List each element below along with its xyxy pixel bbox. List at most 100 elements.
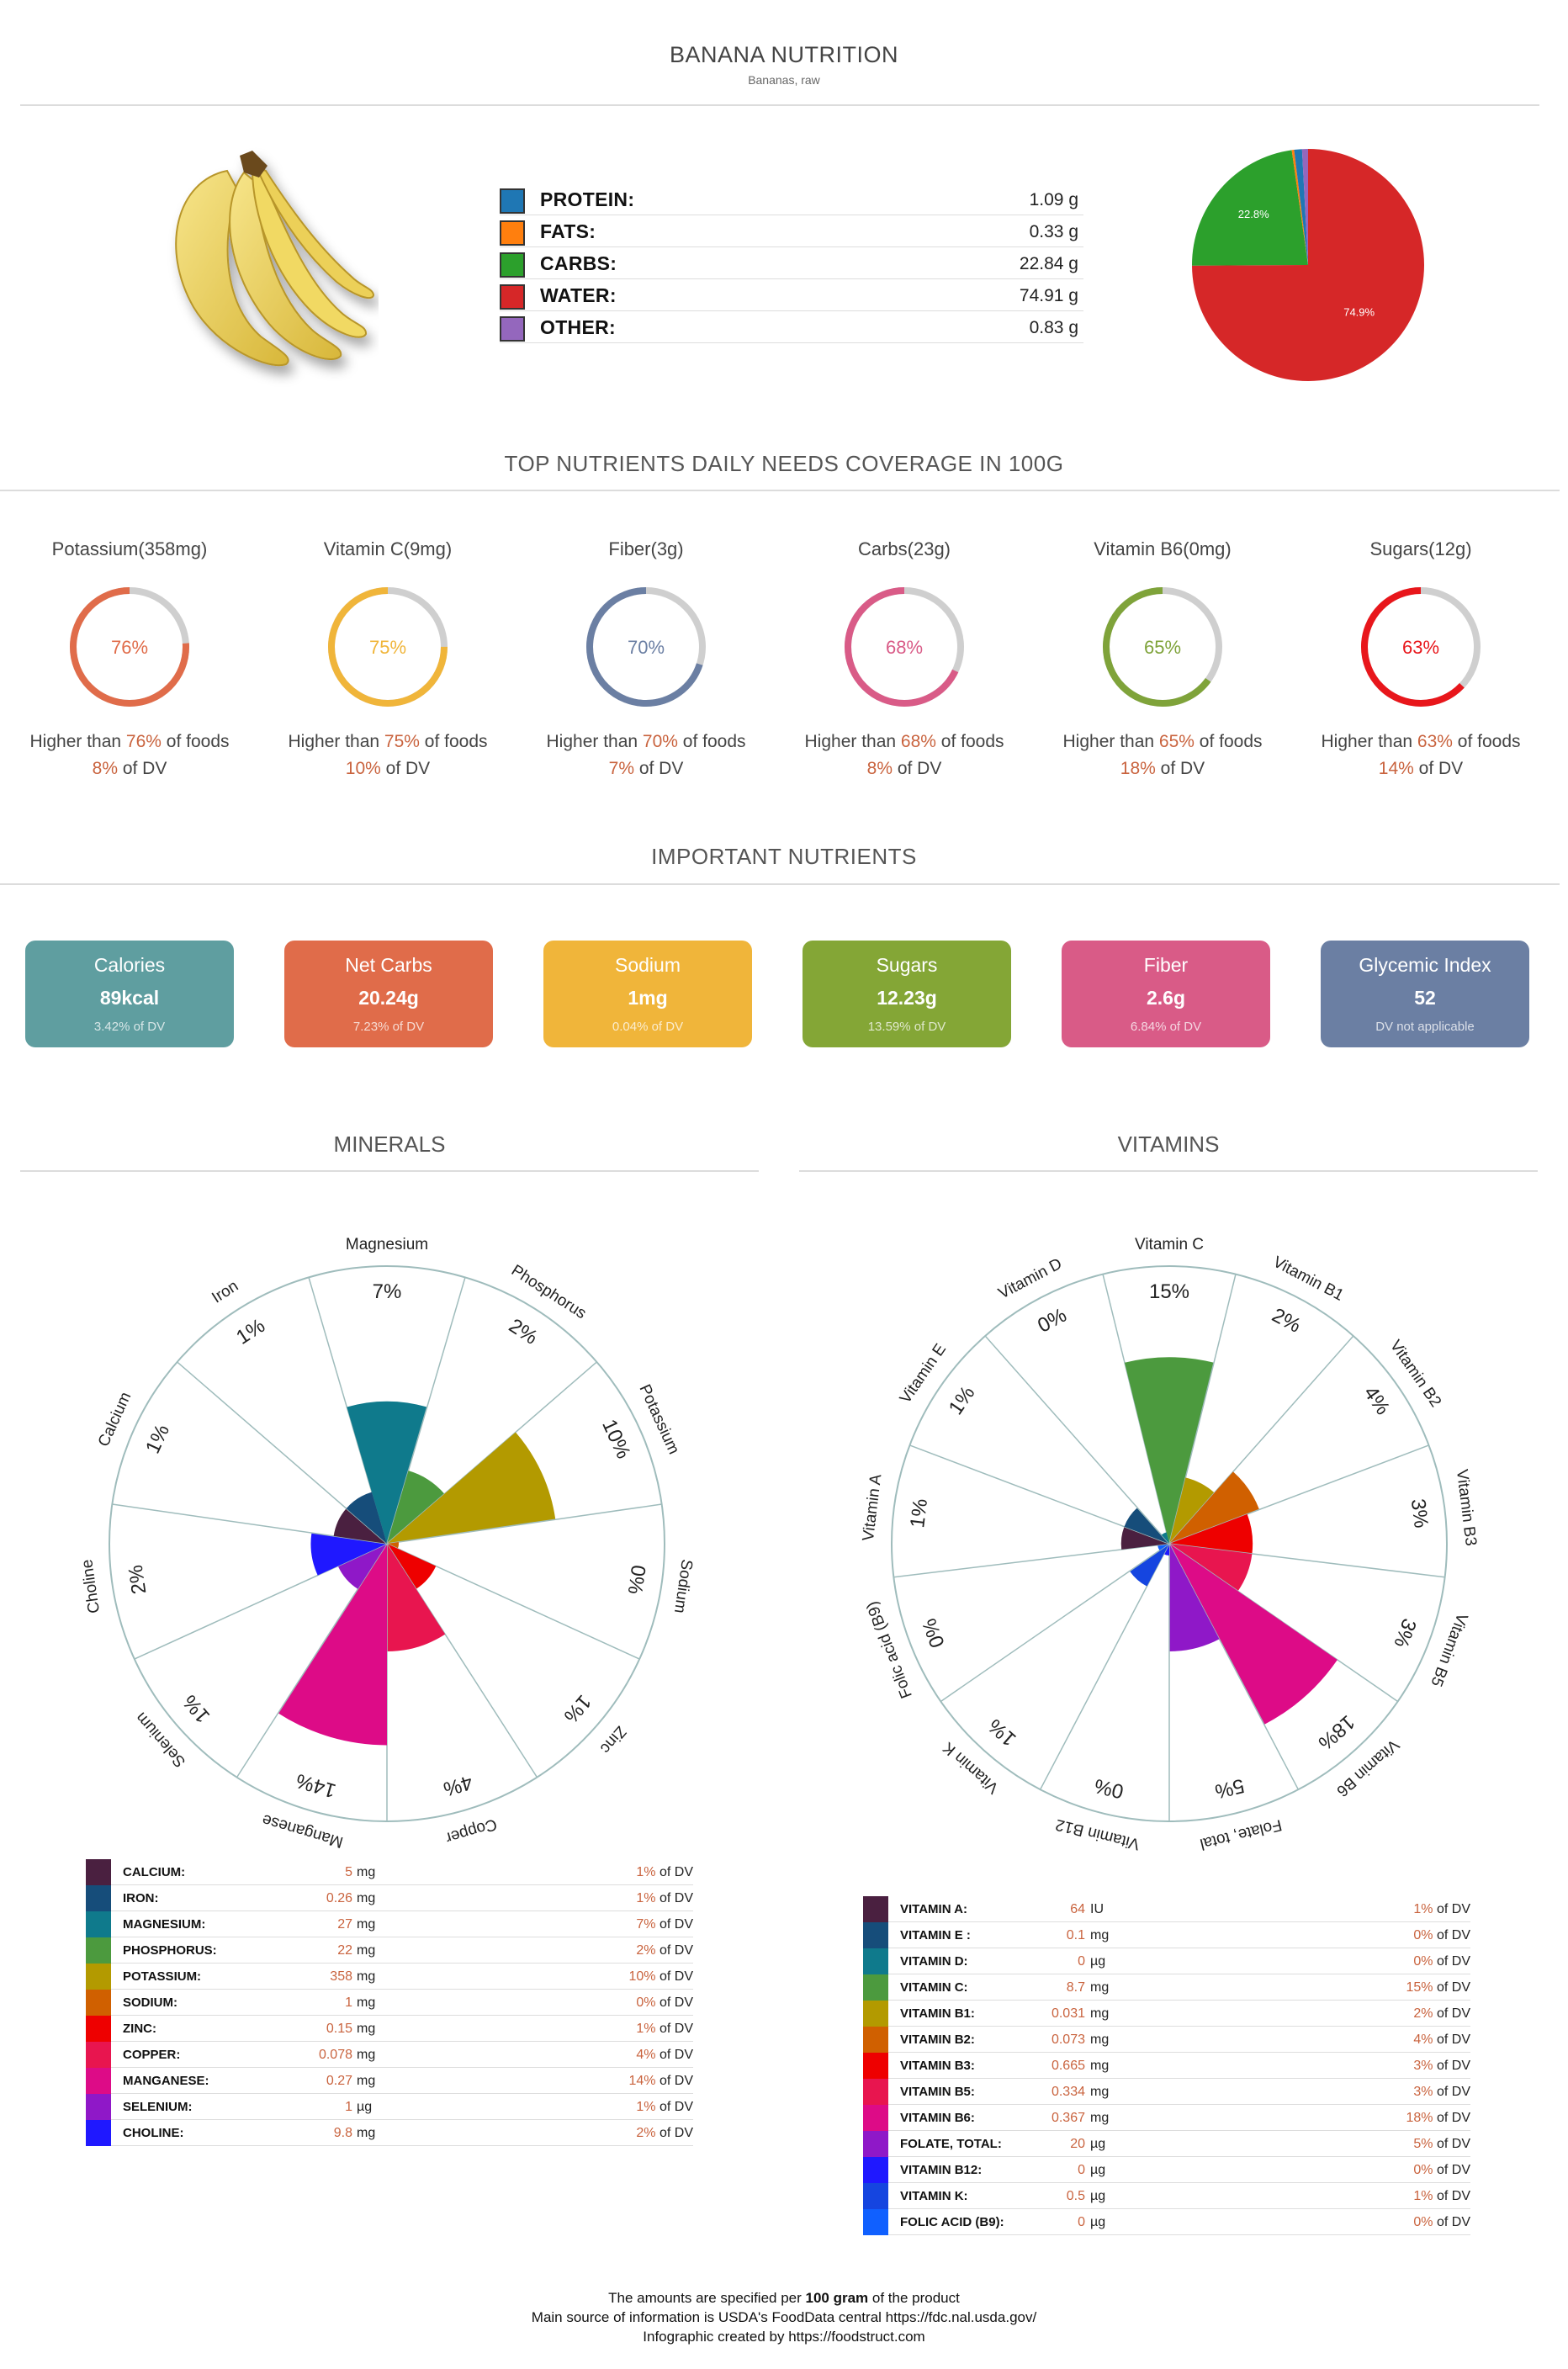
radar-pct-label: 0%	[1034, 1304, 1070, 1338]
radar-axis-label: Selenium	[132, 1709, 189, 1771]
radar-axis-label: Vitamin B1	[1270, 1253, 1347, 1305]
page-subtitle: Bananas, raw	[748, 73, 820, 87]
pie-slice-carbs	[1192, 150, 1308, 266]
radar-axis-label: Vitamin B3	[1453, 1468, 1480, 1546]
radar-axis-label: Vitamin C	[1135, 1236, 1204, 1253]
nutrient-row: VITAMIN C: 8.7 mg 15% of DV	[863, 1974, 1470, 2001]
card-dv: DV not applicable	[1375, 1020, 1475, 1034]
row-name: VITAMIN K:	[900, 2189, 968, 2203]
row-name: SELENIUM:	[123, 2100, 193, 2114]
row-name: CHOLINE:	[123, 2126, 184, 2140]
nutrient-row: MANGANESE: 0.27 mg 14% of DV	[86, 2068, 693, 2094]
row-dv: 1% of DV	[636, 1865, 693, 1879]
radar-pct-label: 2%	[1269, 1304, 1305, 1338]
radar-pct-label: 3%	[1389, 1615, 1421, 1651]
macro-label: FATS:	[540, 220, 596, 242]
radar-axis-label: Vitamin K	[940, 1738, 1003, 1797]
radar-axis-label: Vitamin B6	[1333, 1736, 1402, 1799]
row-swatch	[863, 2027, 888, 2053]
macro-row-carbs: CARBS: 22.84 g	[500, 247, 1083, 279]
radar-axis-label: Folate, total	[1198, 1815, 1283, 1852]
row-unit: mg	[357, 1943, 376, 1958]
row-swatch	[863, 1896, 888, 1922]
card-value: 89kcal	[99, 987, 160, 1009]
row-amount: 0.5	[1066, 2189, 1085, 2203]
coverage-dv: 10% of DV	[345, 759, 431, 778]
row-unit: mg	[357, 1865, 376, 1879]
row-swatch	[863, 2131, 888, 2157]
nutrient-row: CALCIUM: 5 mg 1% of DV	[86, 1859, 693, 1885]
radar-pct-label: 2%	[505, 1314, 542, 1349]
row-name: COPPER:	[123, 2048, 181, 2062]
radar-pct-label: 14%	[294, 1769, 339, 1802]
row-dv: 14% of DV	[628, 2074, 694, 2088]
card-name: Fiber	[1143, 954, 1189, 976]
water-swatch	[500, 284, 525, 310]
row-amount: 1	[345, 1995, 352, 2010]
nutrient-row: SODIUM: 1 mg 0% of DV	[86, 1990, 693, 2016]
footer-text: of the product	[868, 2290, 960, 2306]
row-amount: 0.334	[1051, 2085, 1085, 2099]
radar-wedge-iron	[346, 1492, 387, 1544]
nutrient-row: FOLIC ACID (B9): 0 µg 0% of DV	[863, 2209, 1470, 2235]
coverage-higher-than: Higher than 75% of foods	[288, 732, 488, 751]
row-unit: IU	[1090, 1902, 1104, 1916]
coverage-name: Vitamin C(9mg)	[323, 538, 453, 559]
minerals-divider	[20, 1170, 759, 1172]
card-name: Glycemic Index	[1359, 954, 1491, 976]
footer-bold: 100 gram	[805, 2290, 869, 2306]
coverage-higher-than: Higher than 63% of foods	[1321, 732, 1521, 751]
row-name: PHOSPHORUS:	[123, 1943, 217, 1958]
minerals-title: MINERALS	[333, 1132, 446, 1157]
macro-row-other: OTHER: 0.83 g	[500, 311, 1083, 343]
nutrient-row: POTASSIUM: 358 mg 10% of DV	[86, 1964, 693, 1990]
footer-line-3: Infographic created by https://foodstruc…	[643, 2329, 925, 2345]
pie-slice-water	[1192, 149, 1424, 381]
radar-axis-label: Sodium	[670, 1558, 696, 1614]
coverage-item: Carbs(23g) 68% Higher than 68% of foods 8% …	[778, 538, 1030, 779]
row-amount: 0.031	[1051, 2006, 1085, 2021]
row-dv: 2% of DV	[1413, 2006, 1470, 2021]
radar-wedge-zinc	[387, 1544, 437, 1589]
radar-axis-label: Vitamin D	[996, 1255, 1065, 1303]
row-unit: mg	[1090, 2059, 1110, 2073]
row-dv: 18% of DV	[1406, 2111, 1471, 2125]
macro-label: CARBS:	[540, 252, 617, 274]
carbs-swatch	[500, 252, 525, 278]
row-name: IRON:	[123, 1891, 159, 1905]
row-amount: 0	[1078, 1954, 1085, 1969]
row-unit: µg	[1090, 2189, 1106, 2203]
other-swatch	[500, 316, 525, 342]
card-value: 2.6g	[1146, 987, 1186, 1009]
row-amount: 0.073	[1051, 2032, 1085, 2047]
row-name: VITAMIN E :	[900, 1928, 971, 1942]
nutrient-row: PHOSPHORUS: 22 mg 2% of DV	[86, 1937, 693, 1964]
vitamins-radar-chart: Vitamin C 15% Vitamin B12% Vitamin B24% Vita…	[860, 1236, 1480, 1853]
coverage-item: Potassium(358mg) 76% Higher than 76% of fo…	[3, 538, 256, 779]
radar-pct-label: 1%	[945, 1382, 980, 1419]
card-dv: 0.04% of DV	[612, 1020, 684, 1034]
radar-pct-label: 4%	[1359, 1382, 1395, 1419]
radar-axis-label: Vitamin E	[897, 1341, 950, 1407]
important-title: IMPORTANT NUTRIENTS	[651, 844, 917, 869]
coverage-item: Vitamin C(9mg) 75% Higher than 75% of food…	[262, 538, 514, 779]
card-dv: 3.42% of DV	[93, 1020, 166, 1034]
row-dv: 1% of DV	[636, 1891, 693, 1905]
coverage-pct: 68%	[886, 637, 923, 658]
row-swatch	[863, 2079, 888, 2105]
row-swatch	[863, 2105, 888, 2131]
footer-text: The amounts are specified per	[608, 2290, 806, 2306]
pie-slice-label: 22.8%	[1238, 208, 1269, 220]
row-dv: 3% of DV	[1413, 2059, 1470, 2073]
row-name: VITAMIN B12:	[900, 2163, 983, 2177]
header-divider	[20, 104, 1539, 106]
nutrient-row: VITAMIN K: 0.5 µg 1% of DV	[863, 2183, 1470, 2209]
radar-pct-label: 4%	[441, 1771, 475, 1801]
radar-wedge-potassium	[387, 1432, 556, 1544]
row-amount: 0	[1078, 2215, 1085, 2229]
row-amount: 0.15	[326, 2022, 352, 2036]
row-unit: mg	[357, 2048, 376, 2062]
radar-axis-label: Magnesium	[346, 1236, 428, 1253]
nutrient-row: MAGNESIUM: 27 mg 7% of DV	[86, 1911, 693, 1937]
fats-swatch	[500, 220, 525, 246]
